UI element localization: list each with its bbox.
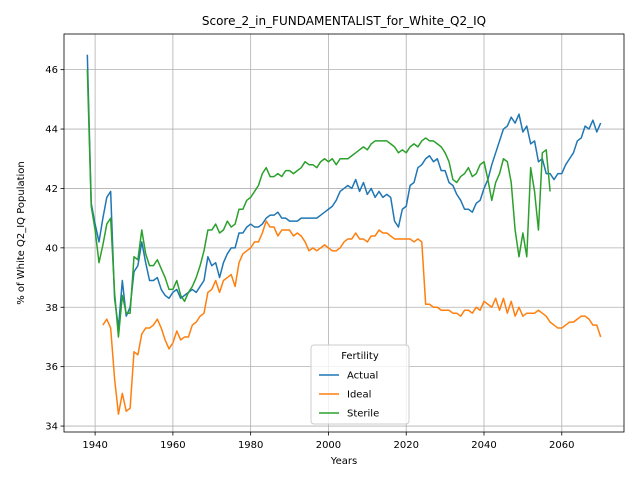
- x-axis-label: Years: [330, 456, 357, 467]
- legend-box: [310, 344, 410, 425]
- legend-label-ideal: Ideal: [347, 390, 371, 401]
- y-tick-label: 44: [45, 125, 58, 136]
- series-line-sterile: [86, 69, 551, 338]
- x-tick-label: 2020: [393, 440, 418, 451]
- y-tick-label: 42: [45, 184, 58, 195]
- chart-title: Score_2_in_FUNDAMENTALIST_for_White_Q2_I…: [202, 14, 486, 28]
- y-axis-label: % of White Q2_IQ Population: [16, 161, 27, 305]
- y-tick-label: 40: [45, 243, 58, 254]
- plot-frame: [63, 33, 625, 433]
- series-lines: [86, 54, 602, 415]
- y-tick-label: 38: [45, 303, 58, 314]
- x-axis-ticks: 1940 1960 1980 2000 2020 2040 2060: [82, 432, 575, 451]
- y-tick-label: 46: [45, 65, 58, 76]
- y-tick-label: 34: [45, 422, 58, 433]
- legend-label-actual: Actual: [347, 371, 378, 382]
- x-tick-label: 1940: [82, 440, 107, 451]
- legend: Fertility Actual Ideal Sterile: [310, 344, 410, 425]
- x-tick-label: 1960: [160, 440, 185, 451]
- series-line-actual: [86, 54, 602, 329]
- legend-title: Fertility: [341, 351, 379, 362]
- x-tick-label: 2000: [316, 440, 341, 451]
- y-tick-label: 36: [45, 362, 58, 373]
- grid: [64, 34, 624, 432]
- x-tick-label: 2060: [549, 440, 574, 451]
- x-tick-label: 2040: [471, 440, 496, 451]
- series-line-ideal: [102, 220, 602, 415]
- x-tick-label: 1980: [238, 440, 263, 451]
- y-axis-ticks: 34 36 38 40 42 44 46: [45, 65, 64, 433]
- legend-label-sterile: Sterile: [347, 409, 379, 420]
